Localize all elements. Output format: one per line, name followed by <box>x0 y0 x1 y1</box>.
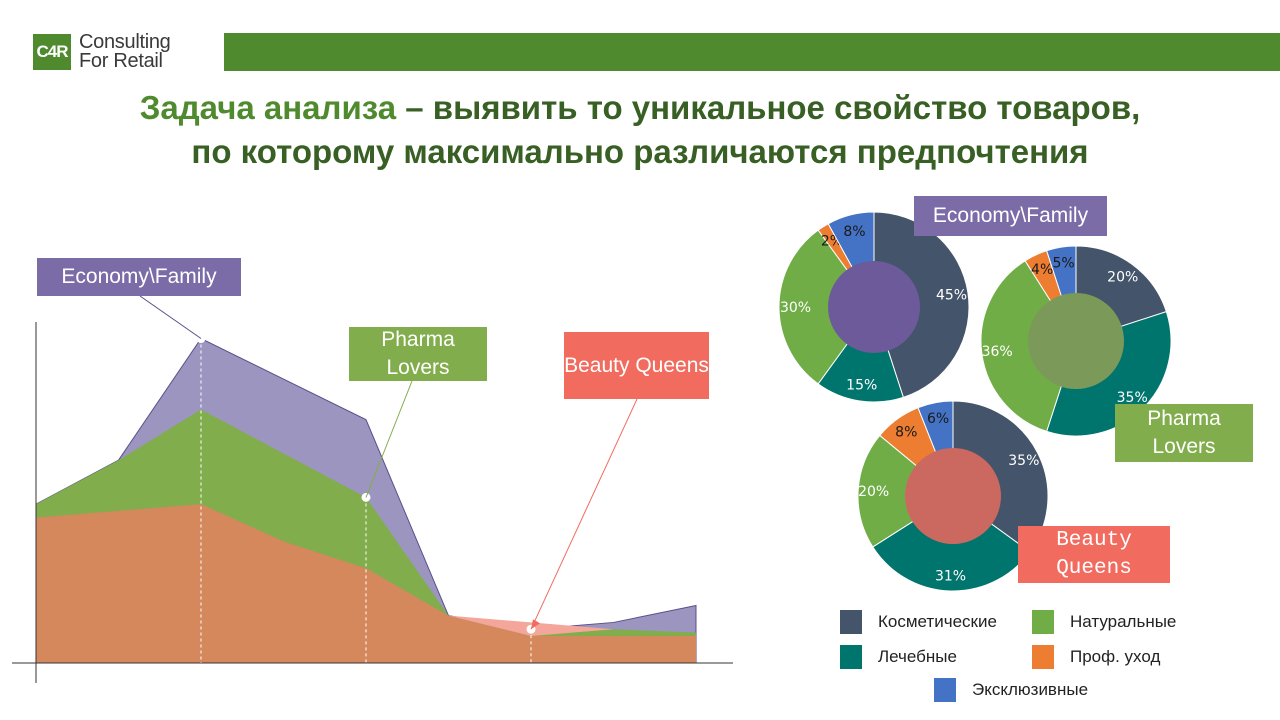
legend-swatch <box>840 645 862 669</box>
label-economy: Economy\Family <box>37 258 241 296</box>
donut-hole <box>905 448 1001 544</box>
legend-swatch <box>1032 645 1054 669</box>
donut-slice <box>817 305 904 403</box>
donut-slice-label: 35% <box>1117 390 1148 406</box>
legend-item-cosmetic: Косметические <box>840 610 997 634</box>
company-logo: C4R Consulting For Retail <box>33 31 171 72</box>
donut-slice-label: 35% <box>1008 453 1039 469</box>
title-line-2: по которому максимально различаются пред… <box>191 133 1089 170</box>
logo-line-2: For Retail <box>79 50 163 72</box>
donut-slice-label: 20% <box>858 484 889 500</box>
legend-label: Эксклюзивные <box>972 680 1089 699</box>
legend-item-natural: Натуральные <box>1032 610 1176 634</box>
legend-label: Натуральные <box>1070 612 1177 631</box>
label-beauty: Beauty Queens <box>564 332 709 399</box>
logo-mark: C4R <box>33 34 71 70</box>
donut-slice-label: 20% <box>1107 270 1138 286</box>
callout-line-economy <box>139 295 202 339</box>
donut-slice-label: 45% <box>936 288 967 304</box>
logo-text: Consulting For Retail <box>79 31 171 72</box>
legend-label: Косметические <box>878 612 997 631</box>
header-bar <box>224 33 1280 71</box>
label-pharma-donut: Pharma Lovers <box>1115 404 1253 462</box>
legend-item-prof: Проф. уход <box>1032 645 1160 669</box>
legend-label: Лечебные <box>878 647 957 666</box>
donut-slice-label: 30% <box>780 300 811 316</box>
donut-slice-label: 8% <box>895 425 917 441</box>
legend-item-medical: Лечебные <box>840 645 957 669</box>
callout-line-beauty <box>530 398 638 630</box>
title-accent: Задача анализа <box>139 89 397 126</box>
callout-line-pharma <box>365 380 413 498</box>
label-pharma: Pharma Lovers <box>349 327 487 381</box>
callout-arrow-beauty <box>531 619 540 630</box>
legend-item-exclusive: Эксклюзивные <box>934 678 1088 702</box>
donut-hole <box>828 261 920 353</box>
legend-swatch <box>1032 610 1054 634</box>
donut-slice-label: 5% <box>1052 255 1074 271</box>
title-line-1: Задача анализа – выявить то уникальное с… <box>0 86 1280 130</box>
donut-slice-label: 6% <box>927 411 949 427</box>
label-beauty-donut: Beauty Queens <box>1018 526 1170 583</box>
legend-swatch <box>840 610 862 634</box>
donut-slice-label: 36% <box>982 344 1013 360</box>
logo-line-1: Consulting <box>79 31 171 53</box>
title-rest: – выявить то уникальное свойство товаров… <box>396 89 1141 126</box>
donut-slice <box>778 229 875 385</box>
donut-slice-label: 15% <box>846 378 877 394</box>
donut-slice <box>873 211 970 398</box>
donut-slice-label: 31% <box>935 568 966 584</box>
slide-title: Задача анализа – выявить то уникальное с… <box>0 86 1280 174</box>
donut-hole <box>1028 293 1124 389</box>
legend-swatch <box>934 678 956 702</box>
legend-label: Проф. уход <box>1070 647 1161 666</box>
donut-slice-label: 8% <box>843 224 865 240</box>
donut-slice-label: 4% <box>1031 262 1053 278</box>
label-economy-donut: Economy\Family <box>914 196 1107 236</box>
